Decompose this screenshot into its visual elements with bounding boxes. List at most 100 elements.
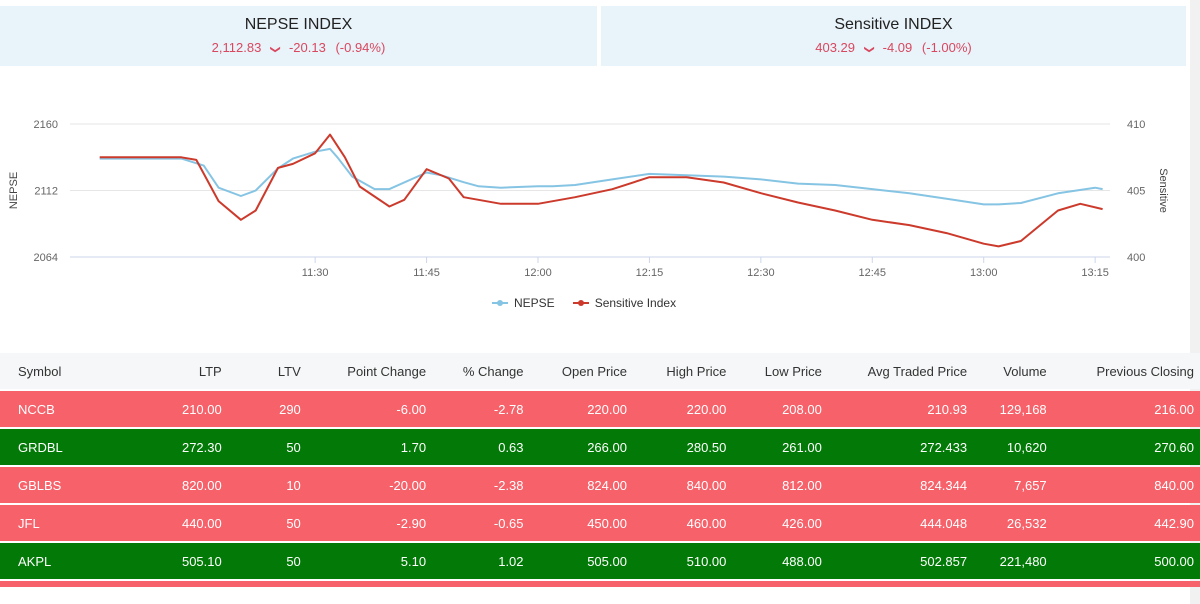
x-tick-label: 13:00 <box>970 267 998 279</box>
legend-item-nepse[interactable]: NEPSE <box>492 296 555 310</box>
page-scrollbar[interactable] <box>1190 0 1200 604</box>
cell-percent-change: 1.02 <box>432 543 530 579</box>
cell-open-price: 266.00 <box>529 429 633 465</box>
cell-volume: 26,532 <box>973 505 1053 541</box>
cell-ltp: 820.00 <box>97 467 228 503</box>
cell-open-price: 505.00 <box>529 543 633 579</box>
cell-point-change: -20.00 <box>306 467 433 503</box>
index-line-chart: 2160 2112 2064 410 405 400 NEPSE Sensitive 11:30… <box>8 119 1169 279</box>
cell-low-price: 812.00 <box>732 467 828 503</box>
cell-percent-change: 0.63 <box>432 429 530 465</box>
cell-avg-traded-price: 272.433 <box>827 429 974 465</box>
chevron-down-icon: ❯ <box>269 45 281 54</box>
cell-ltp: 272.30 <box>97 429 228 465</box>
cell-point-change: 5.10 <box>306 543 433 579</box>
cell-volume: 10,620 <box>973 429 1053 465</box>
table-header-edge <box>0 353 12 389</box>
col-header-previous-closing[interactable]: Previous Closing <box>1052 353 1200 389</box>
legend-item-sensitive[interactable]: Sensitive Index <box>572 296 677 310</box>
nepse-series-line[interactable] <box>99 147 1103 206</box>
table-row-partial <box>0 581 1200 587</box>
legend-marker-nepse <box>492 300 508 306</box>
table-row[interactable]: JFL 440.00 50 -2.90 -0.65 450.00 460.00 426.00 4… <box>0 505 1200 541</box>
cell-ltv: 50 <box>227 505 307 541</box>
cell-ltv: 50 <box>227 543 307 579</box>
col-header-ltp[interactable]: LTP <box>97 353 228 389</box>
x-tick-label: 11:30 <box>302 267 329 279</box>
y-left-axis-title: NEPSE <box>8 172 20 209</box>
cell-symbol[interactable]: NCCB <box>12 391 98 427</box>
col-header-low-price[interactable]: Low Price <box>732 353 828 389</box>
cell-percent-change: -2.38 <box>432 467 530 503</box>
nepse-index-card: NEPSE INDEX 2,112.83 ❯ -20.13 (-0.94%) <box>0 6 597 66</box>
cell-ltv: 290 <box>227 391 307 427</box>
cell-ltp: 440.00 <box>97 505 228 541</box>
sensitive-series-line[interactable] <box>99 133 1103 248</box>
table-row[interactable]: GRDBL 272.30 50 1.70 0.63 266.00 280.50 261.00 2… <box>0 429 1200 465</box>
col-header-volume[interactable]: Volume <box>973 353 1053 389</box>
cell-symbol[interactable]: AKPL <box>12 543 98 579</box>
cell-avg-traded-price: 824.344 <box>827 467 974 503</box>
cell-symbol[interactable]: GBLBS <box>12 467 98 503</box>
cell-point-change: -2.90 <box>306 505 433 541</box>
chevron-down-icon: ❯ <box>863 45 875 54</box>
y-left-tick-label: 2160 <box>34 119 58 131</box>
x-tick-label: 12:15 <box>636 267 664 279</box>
cell-open-price: 220.00 <box>529 391 633 427</box>
y-right-tick-label: 400 <box>1127 252 1145 264</box>
live-market-table: Symbol LTP LTV Point Change % Change Ope… <box>0 351 1200 589</box>
row-edge <box>0 467 12 503</box>
y-left-tick-label: 2112 <box>34 186 58 198</box>
x-tick-label: 12:30 <box>747 267 775 279</box>
cell-previous-closing: 840.00 <box>1052 467 1200 503</box>
table-row[interactable]: NCCB 210.00 290 -6.00 -2.78 220.00 220.00 208.0… <box>0 391 1200 427</box>
row-edge <box>0 429 12 465</box>
y-right-tick-label: 410 <box>1127 119 1145 131</box>
cell-previous-closing: 216.00 <box>1052 391 1200 427</box>
col-header-open-price[interactable]: Open Price <box>529 353 633 389</box>
cell-low-price: 208.00 <box>732 391 828 427</box>
table-header-row: Symbol LTP LTV Point Change % Change Ope… <box>0 353 1200 389</box>
row-edge <box>0 543 12 579</box>
cell-volume: 129,168 <box>973 391 1053 427</box>
cell-low-price: 261.00 <box>732 429 828 465</box>
cell-high-price: 510.00 <box>632 543 733 579</box>
cell-avg-traded-price: 444.048 <box>827 505 974 541</box>
y-left-tick-label: 2064 <box>34 252 58 264</box>
cell-low-price: 426.00 <box>732 505 828 541</box>
cell-high-price: 220.00 <box>632 391 733 427</box>
cell-previous-closing: 270.60 <box>1052 429 1200 465</box>
col-header-ltv[interactable]: LTV <box>227 353 307 389</box>
nepse-index-title: NEPSE INDEX <box>244 16 353 33</box>
cell-avg-traded-price: 210.93 <box>827 391 974 427</box>
cell-ltv: 50 <box>227 429 307 465</box>
cell-previous-closing: 442.90 <box>1052 505 1200 541</box>
legend-marker-sensitive <box>572 300 589 306</box>
cell-high-price: 460.00 <box>632 505 733 541</box>
table-row[interactable]: AKPL 505.10 50 5.10 1.02 505.00 510.00 488.00 50… <box>0 543 1200 579</box>
row-edge <box>0 391 12 427</box>
legend-label-nepse: NEPSE <box>514 296 555 310</box>
cell-high-price: 840.00 <box>632 467 733 503</box>
table-row[interactable]: GBLBS 820.00 10 -20.00 -2.38 824.00 840.00 812.… <box>0 467 1200 503</box>
col-header-point-change[interactable]: Point Change <box>306 353 433 389</box>
col-header-high-price[interactable]: High Price <box>632 353 733 389</box>
cell-avg-traded-price: 502.857 <box>827 543 974 579</box>
col-header-symbol[interactable]: Symbol <box>12 353 98 389</box>
row-edge <box>0 505 12 541</box>
cell-ltv: 10 <box>227 467 307 503</box>
col-header-avg-traded-price[interactable]: Avg Traded Price <box>827 353 974 389</box>
cell-ltp: 210.00 <box>97 391 228 427</box>
sensitive-index-title: Sensitive INDEX <box>834 16 953 33</box>
chart-legend: NEPSE Sensitive Index <box>492 296 676 310</box>
x-tick-label: 12:00 <box>524 267 552 279</box>
x-tick-label: 12:45 <box>859 267 887 279</box>
nepse-index-change: -20.13 <box>288 40 326 55</box>
sensitive-index-change: -4.09 <box>882 40 913 55</box>
cell-symbol[interactable]: GRDBL <box>12 429 98 465</box>
cell-point-change: 1.70 <box>306 429 433 465</box>
nepse-index-percent: (-0.94%) <box>335 40 386 55</box>
col-header-percent-change[interactable]: % Change <box>432 353 530 389</box>
legend-label-sensitive: Sensitive Index <box>594 296 677 310</box>
cell-symbol[interactable]: JFL <box>12 505 98 541</box>
